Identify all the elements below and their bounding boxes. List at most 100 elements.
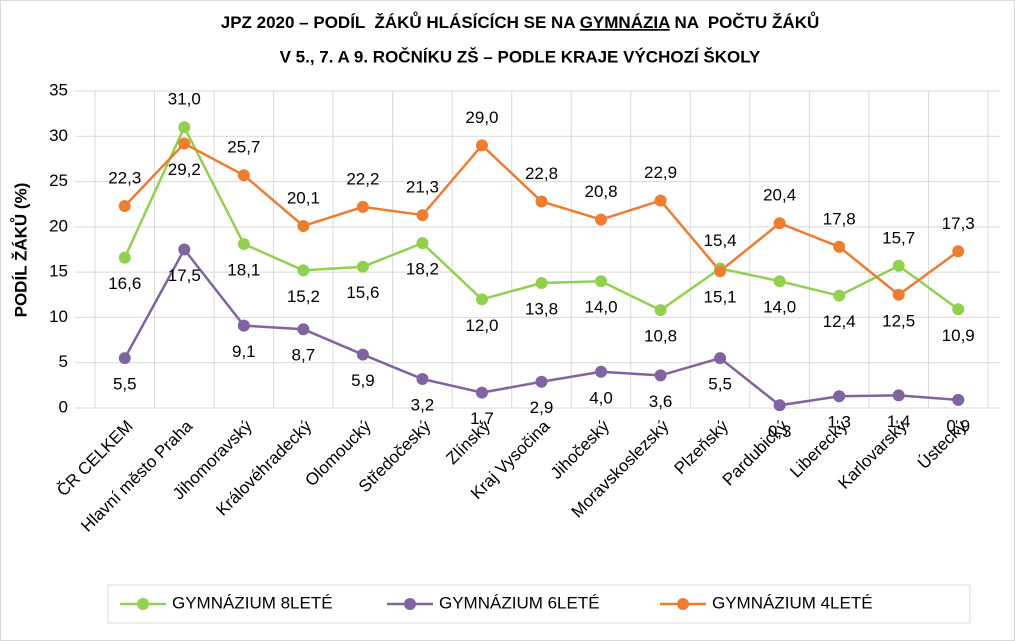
data-label: 15,6	[346, 283, 379, 302]
data-label: 0,3	[768, 422, 792, 441]
data-label: 15,2	[287, 287, 320, 306]
title-part: JPZ 2020 – PODÍL ŽÁKŮ HLÁSÍCÍCH SE NA	[221, 12, 580, 32]
data-label: 3,2	[411, 396, 435, 415]
point	[773, 399, 786, 412]
point	[892, 288, 905, 301]
data-label: 22,8	[525, 164, 558, 183]
data-label: 31,0	[168, 90, 201, 109]
point	[773, 217, 786, 230]
data-label: 18,2	[406, 260, 439, 279]
data-label: 5,9	[351, 371, 375, 390]
y-tick-label: 30	[49, 126, 68, 145]
legend-marker	[404, 598, 416, 610]
data-label: 15,4	[704, 231, 737, 250]
point	[952, 245, 965, 258]
point	[952, 303, 965, 316]
point	[297, 219, 310, 232]
point	[952, 393, 965, 406]
point	[773, 275, 786, 288]
point	[714, 352, 727, 365]
point	[237, 319, 250, 332]
data-label: 10,9	[942, 326, 975, 345]
data-label: 17,8	[823, 209, 856, 228]
data-label: 20,1	[287, 188, 320, 207]
data-label: 12,4	[823, 312, 856, 331]
data-label: 14,0	[763, 298, 796, 317]
legend-label: GYMNÁZIUM 8LETÉ	[172, 593, 333, 612]
data-label: 0,9	[946, 416, 970, 435]
point	[118, 352, 131, 365]
legend-marker	[137, 598, 149, 610]
data-label: 20,4	[763, 186, 796, 205]
y-tick-label: 15	[49, 262, 68, 281]
data-label: 9,1	[232, 342, 256, 361]
data-label: 5,5	[708, 375, 732, 394]
point	[178, 121, 191, 134]
title-part: GYMNÁZIA	[580, 13, 670, 32]
point	[356, 348, 369, 361]
point	[237, 169, 250, 182]
y-axis-label: PODÍL ŽÁKŮ (%)	[10, 183, 30, 318]
data-label: 15,7	[882, 228, 915, 247]
legend-marker	[677, 598, 689, 610]
point	[654, 194, 667, 207]
data-label: 20,8	[584, 182, 617, 201]
point	[892, 389, 905, 402]
point	[178, 243, 191, 256]
y-tick-label: 35	[49, 80, 68, 99]
data-label: 17,3	[942, 214, 975, 233]
point	[297, 264, 310, 277]
data-label: 5,5	[113, 375, 137, 394]
data-label: 2,9	[530, 398, 554, 417]
data-label: 4,0	[589, 388, 613, 407]
data-label: 22,3	[108, 169, 141, 188]
point	[654, 304, 667, 317]
data-label: 18,1	[227, 261, 260, 280]
point	[833, 289, 846, 302]
data-label: 12,5	[882, 311, 915, 330]
point	[118, 200, 131, 213]
data-label: 1,7	[470, 409, 494, 428]
legend-label: GYMNÁZIUM 6LETÉ	[439, 593, 600, 612]
y-tick-label: 10	[49, 307, 68, 326]
data-label: 21,3	[406, 178, 439, 197]
data-label: 15,1	[704, 288, 737, 307]
point	[714, 265, 727, 278]
point	[833, 240, 846, 253]
data-label: 8,7	[292, 346, 316, 365]
point	[475, 293, 488, 306]
y-tick-label: 0	[59, 397, 68, 416]
data-label: 22,9	[644, 163, 677, 182]
point	[833, 390, 846, 403]
point	[356, 200, 369, 213]
data-label: 1,4	[887, 412, 911, 431]
point	[595, 213, 608, 226]
data-label: 10,8	[644, 327, 677, 346]
data-label: 17,5	[168, 266, 201, 285]
legend-label: GYMNÁZIUM 4LETÉ	[712, 593, 873, 612]
point	[416, 237, 429, 250]
data-label: 22,2	[346, 169, 379, 188]
point	[416, 373, 429, 386]
point	[535, 195, 548, 208]
point	[118, 251, 131, 264]
point	[475, 139, 488, 152]
chart-subtitle: V 5., 7. A 9. ROČNÍKU ZŠ – PODLE KRAJE V…	[280, 47, 761, 66]
data-label: 12,0	[465, 316, 498, 335]
data-label: 13,8	[525, 299, 558, 318]
data-label: 3,6	[649, 392, 673, 411]
data-label: 29,0	[465, 108, 498, 127]
legend-box	[107, 584, 971, 624]
point	[535, 277, 548, 290]
point	[535, 375, 548, 388]
data-label: 16,6	[108, 274, 141, 293]
point	[595, 275, 608, 288]
point	[654, 369, 667, 382]
y-tick-label: 25	[49, 171, 68, 190]
point	[595, 365, 608, 378]
point	[237, 238, 250, 251]
title-part: NA POČTU ŽÁKŮ	[670, 12, 820, 32]
point	[416, 209, 429, 222]
